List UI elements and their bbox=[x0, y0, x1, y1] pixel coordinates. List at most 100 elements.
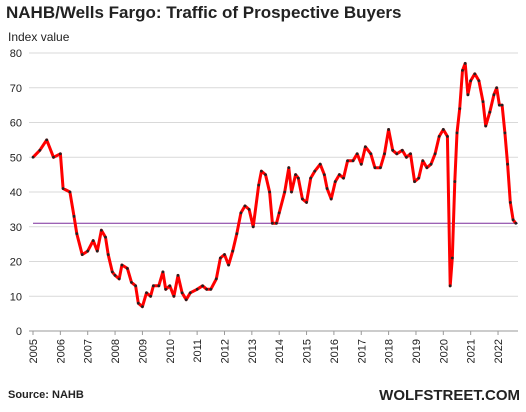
x-tick-label: 2006 bbox=[55, 339, 67, 363]
point bbox=[322, 173, 326, 177]
point bbox=[492, 93, 496, 97]
y-tick-label: 40 bbox=[10, 187, 22, 199]
point bbox=[231, 249, 235, 253]
point bbox=[383, 152, 386, 156]
point bbox=[151, 284, 155, 288]
point bbox=[176, 274, 180, 277]
point bbox=[446, 135, 449, 138]
y-axis-label: Index value bbox=[8, 30, 70, 44]
point bbox=[329, 197, 333, 201]
point bbox=[257, 183, 261, 187]
point bbox=[277, 211, 281, 215]
x-tick-label: 2019 bbox=[411, 339, 423, 363]
point bbox=[260, 169, 263, 173]
point bbox=[497, 103, 501, 107]
point bbox=[355, 152, 359, 156]
point bbox=[290, 190, 293, 194]
y-tick-label: 80 bbox=[10, 48, 22, 60]
point bbox=[455, 131, 459, 135]
point bbox=[373, 166, 377, 170]
point bbox=[488, 110, 492, 114]
point bbox=[318, 162, 322, 166]
point bbox=[95, 249, 99, 253]
point bbox=[421, 159, 425, 163]
brand: WOLFSTREET.COM bbox=[379, 387, 520, 404]
point bbox=[469, 79, 473, 83]
point bbox=[363, 145, 367, 149]
point bbox=[296, 176, 300, 180]
point bbox=[337, 173, 341, 177]
point bbox=[75, 232, 79, 236]
point bbox=[309, 176, 313, 180]
source: Source: NAHB bbox=[8, 389, 84, 401]
point bbox=[149, 294, 153, 298]
point bbox=[359, 162, 363, 166]
point bbox=[417, 176, 421, 180]
point bbox=[58, 152, 62, 156]
point bbox=[188, 291, 192, 295]
x-tick-label: 2015 bbox=[302, 339, 314, 363]
point bbox=[346, 159, 349, 163]
x-tick-label: 2007 bbox=[83, 339, 95, 363]
x-tick-label: 2021 bbox=[466, 339, 478, 363]
point bbox=[164, 287, 168, 291]
point bbox=[86, 249, 90, 253]
point bbox=[325, 187, 329, 190]
point bbox=[481, 100, 485, 104]
point bbox=[351, 159, 355, 163]
point bbox=[433, 152, 437, 156]
point bbox=[184, 298, 188, 302]
point bbox=[450, 256, 454, 260]
point bbox=[117, 277, 121, 281]
point bbox=[477, 79, 481, 83]
point bbox=[141, 305, 144, 309]
point bbox=[145, 291, 148, 295]
point bbox=[168, 284, 172, 288]
point bbox=[404, 155, 408, 159]
point bbox=[429, 162, 433, 166]
point bbox=[294, 173, 298, 177]
point bbox=[120, 263, 124, 267]
y-tick-label: 0 bbox=[16, 326, 22, 338]
point bbox=[52, 155, 55, 159]
point bbox=[275, 221, 278, 225]
point bbox=[110, 270, 114, 274]
point bbox=[205, 287, 209, 291]
point bbox=[333, 180, 337, 183]
x-tick-label: 2016 bbox=[329, 339, 341, 363]
point bbox=[466, 93, 470, 97]
point bbox=[136, 301, 140, 305]
point bbox=[305, 201, 308, 204]
point bbox=[514, 221, 518, 225]
point bbox=[400, 148, 404, 152]
point bbox=[495, 86, 499, 90]
point bbox=[425, 166, 429, 170]
point bbox=[387, 128, 391, 131]
point bbox=[61, 187, 65, 190]
x-tick-label: 2017 bbox=[356, 339, 368, 363]
point bbox=[180, 291, 184, 295]
point bbox=[283, 190, 287, 194]
point bbox=[227, 263, 230, 267]
x-tick-label: 2009 bbox=[137, 339, 149, 363]
x-tick-label: 2013 bbox=[247, 339, 259, 363]
point bbox=[508, 201, 512, 204]
point bbox=[342, 176, 345, 180]
point bbox=[125, 267, 129, 270]
point bbox=[99, 228, 103, 232]
y-tick-label: 70 bbox=[10, 83, 22, 95]
point bbox=[195, 287, 199, 291]
point bbox=[503, 131, 507, 135]
point bbox=[38, 148, 42, 152]
point bbox=[511, 218, 515, 222]
point bbox=[473, 72, 477, 76]
point bbox=[441, 128, 445, 131]
point bbox=[223, 253, 226, 256]
point bbox=[157, 284, 161, 288]
y-tick-label: 30 bbox=[10, 222, 22, 234]
point bbox=[161, 270, 165, 274]
point bbox=[484, 124, 488, 128]
x-tick-label: 2005 bbox=[28, 339, 40, 363]
point bbox=[391, 148, 395, 152]
